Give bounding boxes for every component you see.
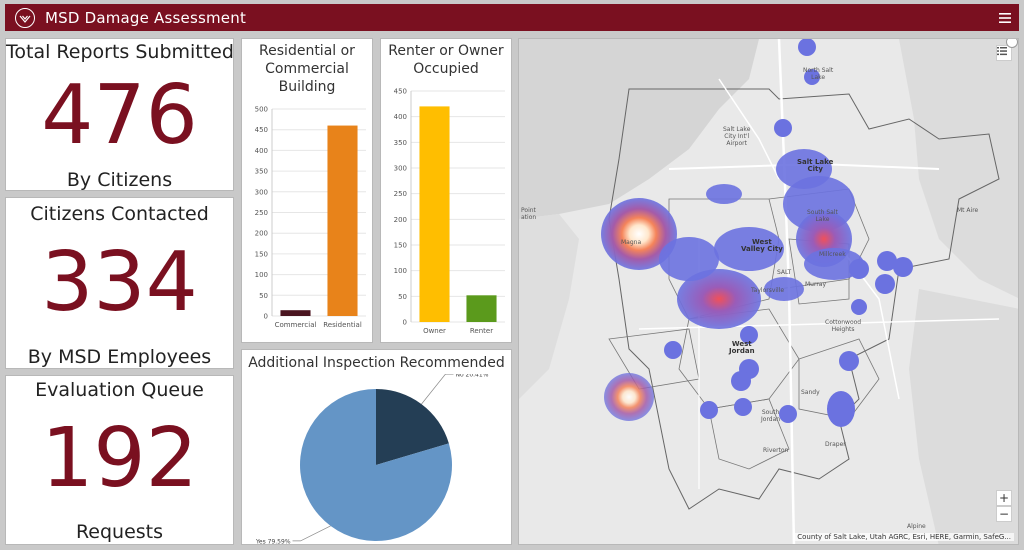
bar [280, 310, 311, 316]
zoom-in-button[interactable]: + [996, 490, 1012, 506]
y-tick-label: 350 [394, 139, 407, 147]
chart-panel-inspection: Additional Inspection Recommended No 20.… [241, 349, 512, 545]
map-label: SALT [777, 269, 792, 276]
map-label: Riverton [763, 447, 789, 454]
chart-title-line: Building [278, 79, 336, 95]
bar [466, 295, 497, 322]
indicator-title: Total Reports Submitted [6, 41, 234, 63]
legend-list-icon[interactable] [996, 45, 1012, 61]
bar-chart-building-type: 0 50 100 150 200 250 300 350 400 450 500 Commercial… [255, 106, 366, 329]
map-label: West Valley City [741, 238, 783, 253]
y-tick-label: 450 [255, 126, 268, 134]
chart-panel-building-type: Residential or Commercial Building 0 50 10… [241, 38, 373, 343]
map-label: Salt Lake City Int'l Airport [723, 126, 751, 147]
map-label: Cottonwood Heights [825, 319, 862, 333]
zoom-out-button[interactable]: − [996, 506, 1012, 522]
indicator-subtitle: By MSD Employees [27, 346, 212, 368]
msd-logo-icon [15, 7, 35, 28]
chart-title: Residential or Commercial Building [242, 42, 372, 96]
map-label: South Salt Lake [807, 209, 838, 223]
y-tick-label: 0 [264, 313, 268, 321]
indicator-title: Citizens Contacted [30, 203, 209, 225]
map-basemap [519, 39, 1018, 544]
pie-label: No 20.41% [455, 374, 488, 379]
y-tick-label: 450 [394, 88, 407, 96]
map-label: Draper [825, 441, 846, 448]
y-tick-label: 150 [394, 242, 407, 250]
indicator-subtitle: Requests [75, 521, 164, 543]
y-tick-label: 400 [394, 113, 407, 121]
indicator-value: 476 [41, 68, 198, 163]
x-tick-label: Commercial [275, 321, 317, 329]
map-label: West Jordan [729, 340, 755, 355]
indicator-value: 334 [41, 235, 198, 330]
hamburger-menu-icon[interactable] [999, 8, 1011, 27]
x-tick-label: Residential [323, 321, 362, 329]
y-tick-label: 250 [255, 209, 268, 217]
map-label: South Jordan [761, 409, 781, 423]
heatmap-map[interactable]: North Salt Lake Salt Lake City Int'l Air… [518, 38, 1019, 545]
pie-slice [299, 389, 452, 541]
chart-title: Renter or Owner Occupied [381, 42, 511, 78]
y-tick-label: 200 [394, 216, 407, 224]
indicator-value: 192 [41, 411, 198, 506]
y-tick-label: 100 [394, 267, 407, 275]
expand-icon[interactable] [1006, 39, 1018, 48]
bar-chart-occupancy: 0 50 100 150 200 250 300 350 400 450 Owner Renter [394, 88, 505, 335]
chart-title-line: Commercial [265, 61, 349, 77]
x-tick-label: Renter [470, 327, 493, 335]
app-header: MSD Damage Assessment [5, 4, 1019, 31]
map-label: Salt Lake City [797, 158, 834, 173]
app-title: MSD Damage Assessment [45, 8, 247, 27]
y-tick-label: 100 [255, 271, 268, 279]
bar [327, 125, 358, 316]
y-tick-label: 50 [398, 293, 407, 301]
pie-leader-line [421, 374, 454, 405]
pie-slice [376, 389, 449, 465]
y-tick-label: 0 [403, 319, 407, 327]
chart-title-line: Occupied [413, 61, 479, 77]
pie-chart-inspection: No 20.41% Yes 79.59% [255, 374, 489, 544]
map-label: Mt Aire [957, 207, 979, 214]
y-tick-label: 300 [255, 188, 268, 196]
y-tick-label: 250 [394, 190, 407, 198]
map-label: North Salt Lake [803, 67, 834, 81]
chart-title-line: Residential or [259, 43, 355, 59]
y-tick-label: 50 [259, 292, 268, 300]
indicator-citizens-contacted: Citizens Contacted 334 By MSD Employees [5, 197, 234, 369]
y-tick-label: 400 [255, 147, 268, 155]
map-label: Millcreek [819, 251, 846, 258]
chart-title: Additional Inspection Recommended [248, 355, 505, 371]
map-label: Taylorsville [751, 287, 785, 294]
indicator-total-reports: Total Reports Submitted 476 By Citizens [5, 38, 234, 191]
indicator-subtitle: By Citizens [66, 169, 173, 191]
map-attribution: County of Salt Lake, Utah AGRC, Esri, HE… [794, 533, 1014, 541]
map-label: Murray [805, 281, 827, 288]
map-label: Sandy [801, 389, 820, 396]
map-label: Magna [621, 239, 642, 246]
bar [419, 106, 450, 323]
pie-label: Yes 79.59% [255, 538, 291, 544]
y-tick-label: 500 [255, 106, 268, 114]
chart-panel-occupancy: Renter or Owner Occupied 0 50 100 150 200 250… [380, 38, 512, 343]
y-tick-label: 150 [255, 250, 268, 258]
map-label: Point ation [521, 207, 537, 221]
y-tick-label: 200 [255, 230, 268, 238]
indicator-title: Evaluation Queue [35, 379, 204, 401]
pie-leader-line [292, 525, 331, 542]
indicator-evaluation-queue: Evaluation Queue 192 Requests [5, 375, 234, 545]
x-tick-label: Owner [423, 327, 446, 335]
y-tick-label: 350 [255, 168, 268, 176]
chart-title-line: Renter or Owner [388, 43, 504, 59]
y-tick-label: 300 [394, 165, 407, 173]
map-label: Alpine [907, 523, 926, 530]
